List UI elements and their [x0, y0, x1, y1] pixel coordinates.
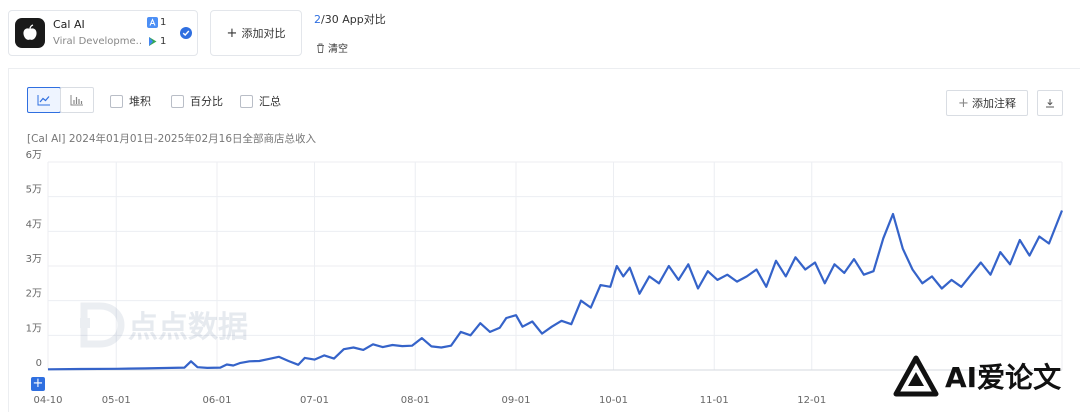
bar-chart-icon	[70, 95, 83, 106]
y-tick-label: 1万	[26, 323, 42, 334]
compare-count-rest: /30 App对比	[321, 13, 386, 26]
chart-title: [Cal AI] 2024年01月01日-2025年02月16日全部商店总收入	[27, 133, 317, 145]
add-annotation-plus-button[interactable]: +	[31, 376, 45, 391]
compare-count-current: 2	[314, 13, 321, 26]
trash-icon	[317, 43, 324, 53]
stack-checkbox[interactable]: 堆积	[110, 93, 151, 109]
google-play-icon	[149, 37, 157, 46]
selected-check-icon	[180, 27, 192, 39]
android-count: 1	[160, 36, 167, 47]
app-icon	[15, 18, 45, 48]
app-card[interactable]: Cal AI Viral Developme... 1 1	[8, 10, 198, 56]
y-tick-label: 4万	[26, 219, 42, 230]
stack-checkbox-box[interactable]	[110, 94, 123, 108]
x-tick-label: 04-10	[33, 395, 62, 406]
y-tick-label: 3万	[26, 254, 42, 265]
download-button[interactable]	[1037, 90, 1063, 116]
add-compare-label: 添加对比	[241, 27, 286, 40]
watermark-right-text: AI爱论文	[945, 361, 1062, 394]
x-tick-label: 10-01	[599, 395, 628, 406]
x-tick-label: 08-01	[401, 395, 430, 406]
download-icon	[1046, 99, 1054, 108]
y-tick-label: 6万	[26, 150, 42, 161]
line-chart-toggle[interactable]	[27, 87, 61, 113]
bar-chart-toggle[interactable]	[60, 87, 94, 113]
x-tick-label: 07-01	[300, 395, 329, 406]
percent-checkbox[interactable]: 百分比	[171, 93, 223, 109]
line-chart-icon	[37, 95, 50, 106]
y-tick-label: 5万	[26, 185, 42, 196]
apple-icon	[23, 24, 37, 40]
android-store-count: 1	[147, 36, 166, 47]
ai-logo-icon	[893, 355, 939, 397]
plus-icon: +	[958, 95, 969, 111]
series-line	[47, 210, 1064, 371]
x-tick-label: 05-01	[102, 395, 131, 406]
percent-checkbox-box[interactable]	[171, 94, 184, 108]
add-note-button[interactable]: + 添加注释	[946, 90, 1028, 116]
compare-count: 2/30 App对比	[314, 11, 386, 27]
summary-checkbox-box[interactable]	[240, 94, 253, 108]
app-name: Cal AI	[53, 18, 85, 31]
top-bar: Cal AI Viral Developme... 1 1 + 添加对比 2/3…	[0, 0, 1080, 68]
add-compare-button[interactable]: + 添加对比	[210, 10, 302, 56]
ios-store-count: 1	[147, 17, 166, 28]
y-tick-label: 2万	[26, 289, 42, 300]
x-tick-label: 12-01	[797, 395, 826, 406]
watermark-center-text: 点点数据	[128, 310, 248, 345]
clear-button[interactable]: 清空	[316, 40, 348, 55]
clear-label: 清空	[328, 44, 348, 55]
diandian-logo-icon	[80, 302, 125, 348]
chart-grid	[47, 161, 1063, 371]
app-developer: Viral Developme...	[53, 36, 141, 47]
summary-checkbox-label: 汇总	[259, 95, 281, 108]
stack-checkbox-label: 堆积	[129, 95, 151, 108]
x-axis-ticks: 04-10 05-01 06-01 07-01 08-01 09-01 10-01 11-01…	[33, 395, 826, 406]
y-axis-ticks: 0 1万 2万 3万 4万 5万 6万	[26, 150, 42, 369]
x-tick-label: 09-01	[501, 395, 530, 406]
watermark-right: AI爱论文	[893, 352, 1061, 400]
x-tick-label: 11-01	[700, 395, 729, 406]
ios-count: 1	[160, 17, 167, 28]
plus-icon: +	[226, 25, 238, 41]
summary-checkbox[interactable]: 汇总	[240, 93, 281, 109]
percent-checkbox-label: 百分比	[190, 95, 223, 108]
add-note-label: 添加注释	[971, 97, 1016, 110]
x-tick-label: 06-01	[202, 395, 231, 406]
app-store-icon	[147, 17, 158, 28]
y-tick-label: 0	[36, 358, 42, 369]
watermark-center: 点点数据	[80, 302, 248, 348]
